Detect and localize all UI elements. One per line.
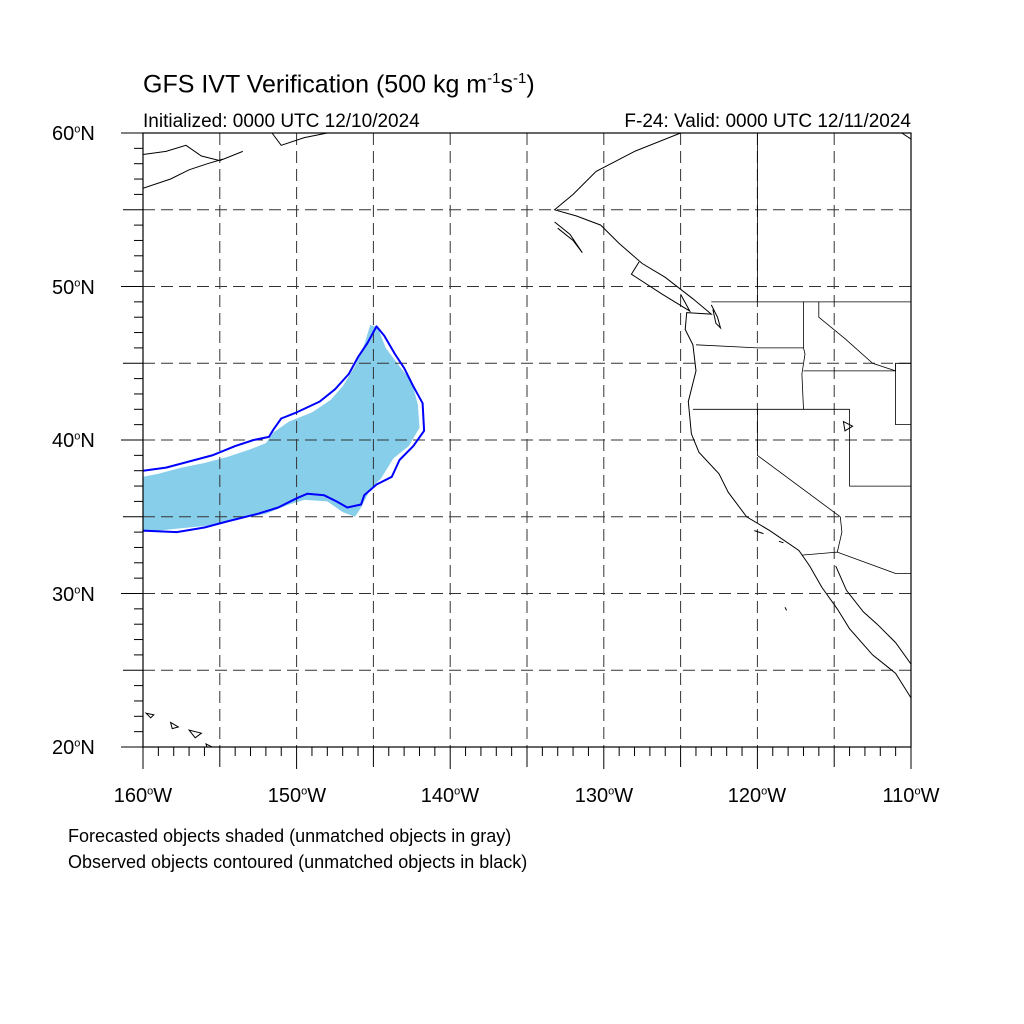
coastline (143, 158, 224, 189)
caption-observed: Observed objects contoured (unmatched ob… (68, 852, 528, 872)
lon-label-110w: 110oW (882, 785, 940, 807)
coastline (835, 565, 911, 665)
island (187, 729, 203, 739)
island (205, 742, 214, 747)
valid-time: F-24: Valid: 0000 UTC 12/11/2024 (624, 111, 911, 132)
lat-label-30: 30oN (52, 584, 95, 606)
lon-label-120w: 120oW (727, 785, 787, 807)
island (144, 712, 155, 719)
state-border (801, 551, 911, 574)
island (778, 540, 784, 544)
state-border (803, 362, 911, 372)
coastline (630, 261, 692, 313)
state-border (849, 409, 911, 487)
coastline (143, 144, 243, 162)
initialized-time: Initialized: 0000 UTC 12/10/2024 (143, 111, 420, 132)
state-border (836, 516, 843, 553)
lat-label-20: 20oN (52, 737, 95, 759)
lon-label-140w: 140oW (420, 785, 480, 807)
coastline (554, 221, 583, 254)
island (784, 607, 788, 611)
map-title: GFS IVT Verification (500 kg m-1s-1) (143, 70, 535, 99)
lat-label-50: 50oN (52, 277, 95, 299)
coastline (271, 133, 328, 146)
lon-label-150w: 150oW (267, 785, 327, 807)
state-border (895, 363, 911, 426)
state-border (695, 344, 806, 410)
lon-label-130w: 130oW (574, 785, 634, 807)
forecast-object (143, 324, 420, 533)
lat-label-60: 60oN (52, 123, 95, 145)
island (754, 530, 764, 535)
lon-label-160w: 160oW (113, 785, 173, 807)
island (169, 721, 180, 730)
lat-label-40: 40oN (52, 430, 95, 452)
caption-forecast: Forecasted objects shaded (unmatched obj… (68, 826, 512, 846)
observed-object (143, 325, 426, 534)
state-border (757, 409, 841, 518)
state-border (818, 301, 896, 372)
coastline (901, 133, 911, 140)
coastline-sound (710, 304, 722, 330)
coastline (553, 133, 911, 699)
island (842, 420, 854, 432)
